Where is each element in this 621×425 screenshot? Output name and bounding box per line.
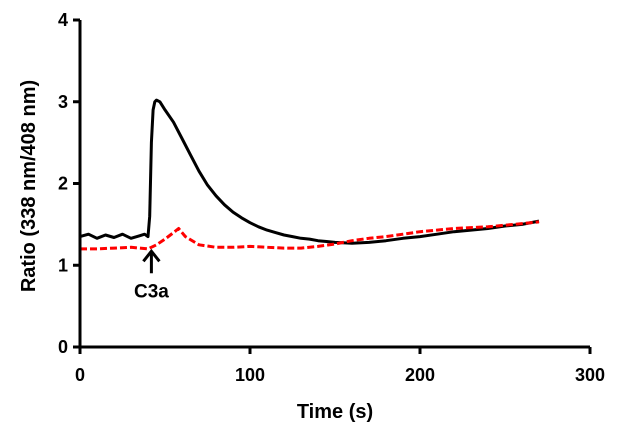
- y-axis-title: Ratio (338 nm/408 nm): [18, 80, 40, 292]
- x-axis-title: Time (s): [297, 401, 373, 423]
- annotation-label: C3a: [134, 281, 169, 302]
- annotations: C3a: [134, 248, 169, 302]
- y-tick-label: 0: [58, 337, 68, 357]
- annotation-arrow-head: [142, 248, 161, 263]
- y-tick-label: 3: [58, 92, 68, 112]
- y-tick-label: 2: [58, 174, 68, 194]
- x-tick-label: 100: [235, 365, 265, 385]
- x-tick-label: 200: [405, 365, 435, 385]
- axes: 0 100 200 300 0 1 2 3 4: [58, 10, 605, 385]
- series-line-2: [80, 220, 540, 251]
- x-tick-label: 0: [75, 365, 85, 385]
- y-tick-label: 4: [58, 10, 68, 30]
- y-tick-label: 1: [58, 255, 68, 275]
- series-layer: [79, 98, 540, 251]
- series-line-1: [79, 98, 540, 245]
- x-tick-label: 300: [575, 365, 605, 385]
